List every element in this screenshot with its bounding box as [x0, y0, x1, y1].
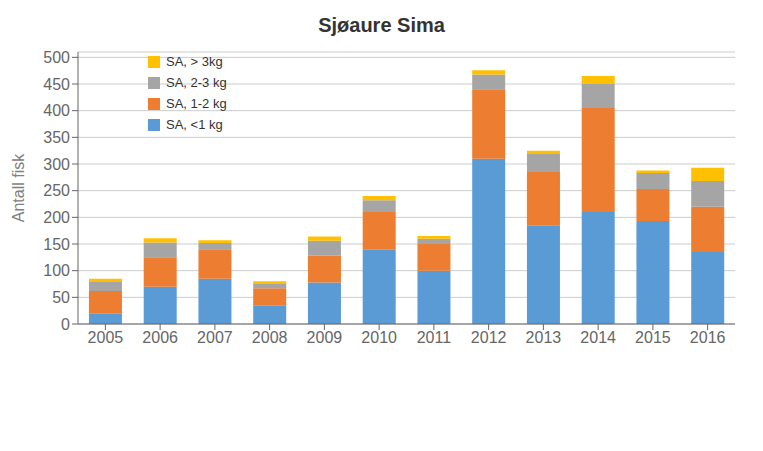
svg-text:0: 0 [61, 316, 70, 333]
html-text:Sjøaure Sima: Sjøaure Sima [318, 14, 445, 36]
html-text:SA, 1-2 kg: SA, 1-2 kg [166, 96, 227, 111]
svg-text:2015: 2015 [635, 329, 671, 346]
svg-text:200: 200 [43, 209, 70, 226]
svg-text:100: 100 [43, 262, 70, 279]
html-text:SA, > 3kg: SA, > 3kg [166, 54, 223, 69]
svg-text:2016: 2016 [690, 329, 726, 346]
svg-text:400: 400 [43, 102, 70, 119]
svg-text:2007: 2007 [197, 329, 233, 346]
svg-text:2011: 2011 [417, 329, 452, 346]
html-text:SA, <1 kg: SA, <1 kg [166, 117, 223, 132]
svg-text:50: 50 [52, 289, 70, 306]
svg-text:2006: 2006 [142, 329, 178, 346]
svg-text:2014: 2014 [580, 329, 616, 346]
svg-text:Antall fisk: Antall fisk [10, 153, 27, 222]
svg-text:2010: 2010 [361, 329, 397, 346]
html-text:SA, 2-3 kg: SA, 2-3 kg [166, 75, 227, 90]
svg-text:300: 300 [43, 156, 70, 173]
svg-text:2005: 2005 [88, 329, 124, 346]
svg-text:2013: 2013 [526, 329, 562, 346]
svg-text:2008: 2008 [252, 329, 288, 346]
svg-text:450: 450 [43, 76, 70, 93]
svg-text:250: 250 [43, 182, 70, 199]
svg-text:2012: 2012 [471, 329, 507, 346]
svg-text:2009: 2009 [307, 329, 343, 346]
svg-text:500: 500 [43, 49, 70, 66]
svg-text:350: 350 [43, 129, 70, 146]
svg-text:150: 150 [43, 236, 70, 253]
